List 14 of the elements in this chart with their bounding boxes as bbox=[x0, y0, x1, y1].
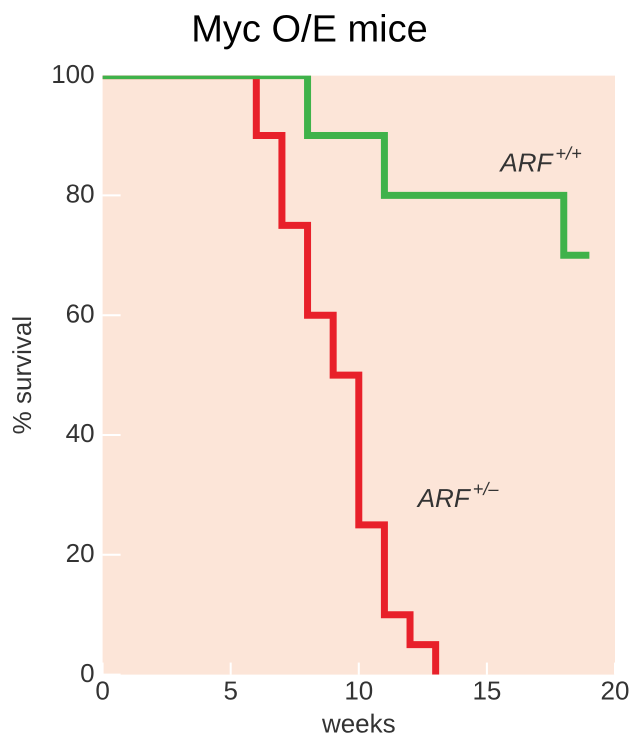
x-tick-label: 5 bbox=[223, 675, 238, 706]
y-tick-label: 40 bbox=[66, 418, 95, 448]
y-axis-title: % survival bbox=[6, 316, 37, 434]
y-tick-label: 20 bbox=[66, 538, 95, 568]
x-axis-title: weeks bbox=[320, 708, 396, 739]
x-tick-label: 15 bbox=[472, 675, 502, 706]
series-label: ARF+/– bbox=[416, 479, 500, 513]
y-tick-label: 60 bbox=[66, 298, 95, 328]
series-label: ARF+/+ bbox=[498, 144, 582, 178]
y-tick-label: 100 bbox=[51, 58, 95, 89]
chart-title: Myc O/E mice bbox=[191, 8, 428, 50]
x-tick-label: 20 bbox=[600, 675, 630, 706]
x-tick-label: 10 bbox=[344, 675, 374, 706]
y-tick-label: 80 bbox=[66, 178, 95, 209]
